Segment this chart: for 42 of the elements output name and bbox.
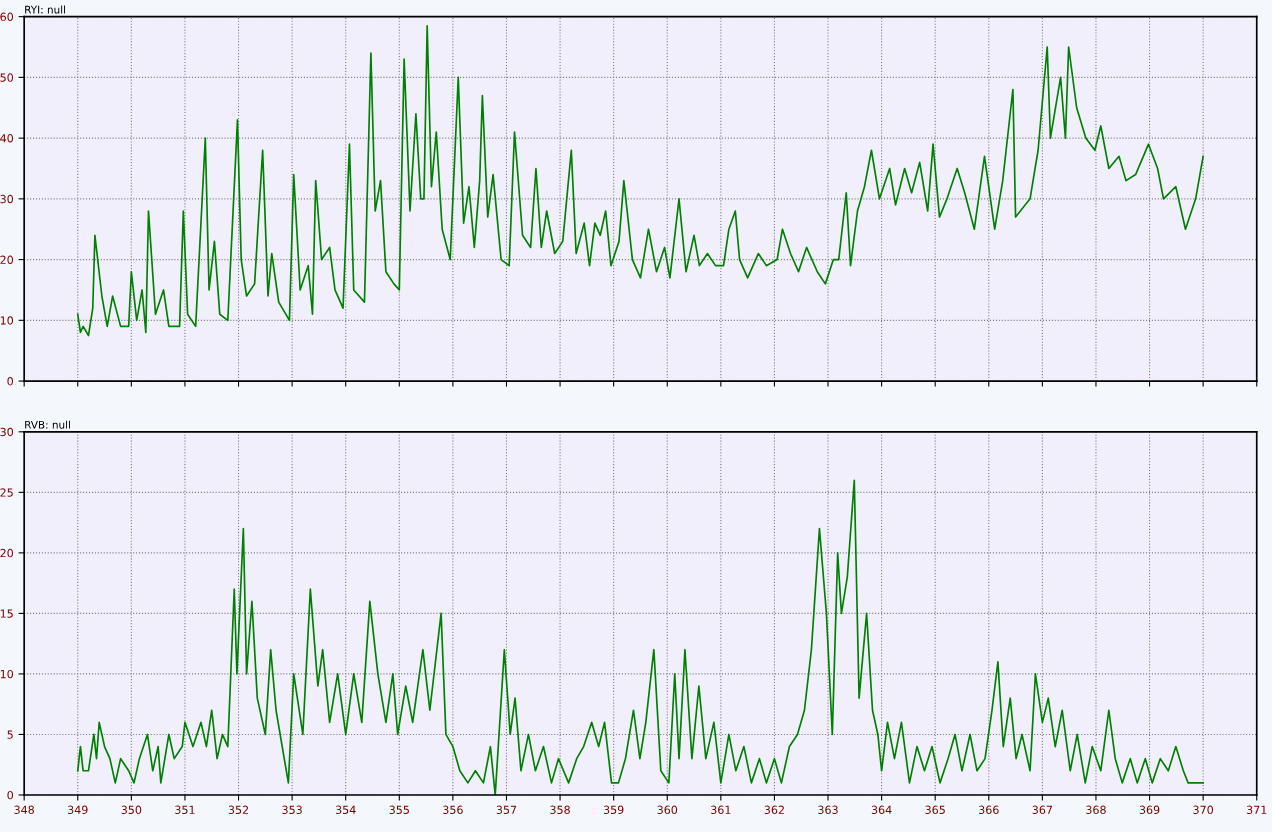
y-tick-label: 15 — [0, 609, 13, 618]
x-tick-label: 371 — [1246, 805, 1267, 814]
chart-title: RVB: null — [25, 420, 70, 429]
x-tick-label: 365 — [925, 805, 945, 814]
x-tick-label: 351 — [175, 805, 195, 814]
y-tick-label: 50 — [0, 73, 14, 82]
x-tick-label: 366 — [979, 805, 999, 814]
y-tick-label: 0 — [7, 377, 14, 386]
y-tick-label: 30 — [0, 194, 14, 204]
x-tick-label: 370 — [1193, 805, 1214, 814]
y-tick-label: 10 — [0, 316, 14, 325]
x-tick-label: 352 — [228, 805, 249, 814]
x-tick-label: 363 — [818, 805, 838, 814]
x-tick-label: 350 — [121, 805, 142, 814]
x-tick-label: 358 — [550, 805, 570, 814]
line-series — [76, 479, 1204, 795]
x-tick-label: 367 — [1032, 805, 1053, 814]
y-tick-label: 20 — [0, 548, 14, 558]
x-tick-label: 354 — [335, 805, 356, 814]
x-tick-label: 361 — [711, 805, 731, 814]
y-tick-label: 40 — [0, 134, 14, 143]
x-tick-label: 349 — [68, 805, 88, 814]
x-tick-label: 355 — [389, 805, 409, 814]
x-tick-label: 356 — [443, 805, 463, 814]
chart-title: RYI: null — [25, 5, 66, 14]
y-tick-label: 5 — [7, 730, 13, 739]
x-tick-label: 348 — [14, 805, 35, 814]
y-tick-label: 0 — [7, 790, 14, 800]
x-tick-label: 369 — [1139, 805, 1160, 814]
y-tick-label: 20 — [0, 255, 14, 264]
line-series — [76, 24, 1204, 337]
x-tick-label: 368 — [1086, 805, 1106, 814]
y-tick-label: 30 — [0, 427, 14, 437]
x-tick-label: 362 — [764, 805, 784, 814]
x-tick-label: 353 — [282, 805, 302, 814]
x-tick-label: 364 — [871, 805, 892, 814]
x-tick-label: 360 — [657, 805, 678, 814]
y-tick-label: 60 — [0, 12, 14, 22]
y-tick-label: 25 — [0, 488, 13, 497]
x-tick-label: 359 — [603, 805, 624, 814]
y-tick-label: 10 — [0, 669, 14, 679]
x-tick-label: 357 — [496, 805, 517, 814]
